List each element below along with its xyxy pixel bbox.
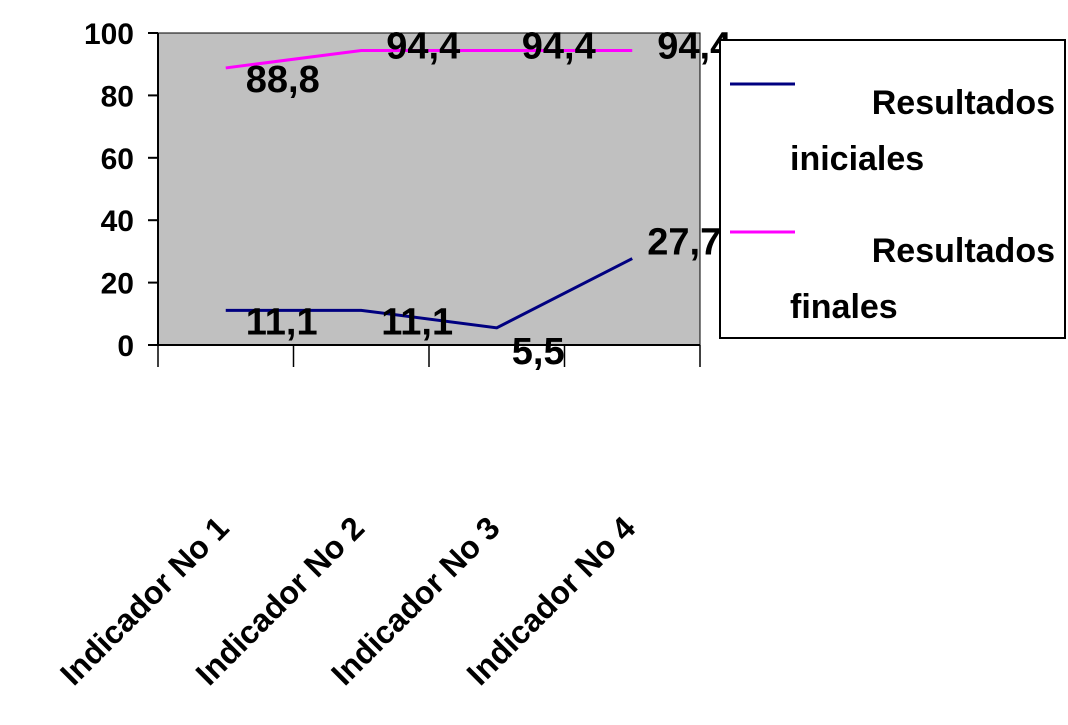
data-labels: 11,1 11,1 5,5 27,7 88,8 94,4 94,4 94,4 <box>246 25 731 372</box>
y-tick-label: 100 <box>84 18 134 51</box>
data-label: 88,8 <box>246 59 320 101</box>
y-axis: 0 20 40 60 80 100 <box>84 18 159 363</box>
data-label: 94,4 <box>657 25 731 67</box>
legend-label-line1: Resultados <box>872 232 1055 270</box>
legend-label-line2: finales <box>790 288 898 326</box>
y-tick-label: 80 <box>101 80 134 113</box>
series-line-2 <box>225 48 633 70</box>
y-tick-label: 20 <box>101 268 134 301</box>
legend-label-line1: Resultados <box>872 84 1055 122</box>
legend: Resultados iniciales Resultados finales <box>719 39 1066 339</box>
data-label: 11,1 <box>381 301 453 343</box>
series-layer <box>225 48 633 330</box>
data-label: 27,7 <box>647 222 721 264</box>
data-label: 11,1 <box>246 301 318 343</box>
data-label: 5,5 <box>512 331 565 373</box>
legend-box <box>719 39 1066 339</box>
y-tick-label: 0 <box>117 330 134 363</box>
plot-area <box>157 32 701 346</box>
series-line-1 <box>225 257 633 330</box>
x-axis <box>157 344 701 367</box>
y-tick-label: 40 <box>101 205 134 238</box>
data-label: 94,4 <box>522 25 596 67</box>
data-label: 94,4 <box>386 25 460 67</box>
legend-label-line2: iniciales <box>790 140 924 178</box>
y-tick-label: 60 <box>101 143 134 176</box>
